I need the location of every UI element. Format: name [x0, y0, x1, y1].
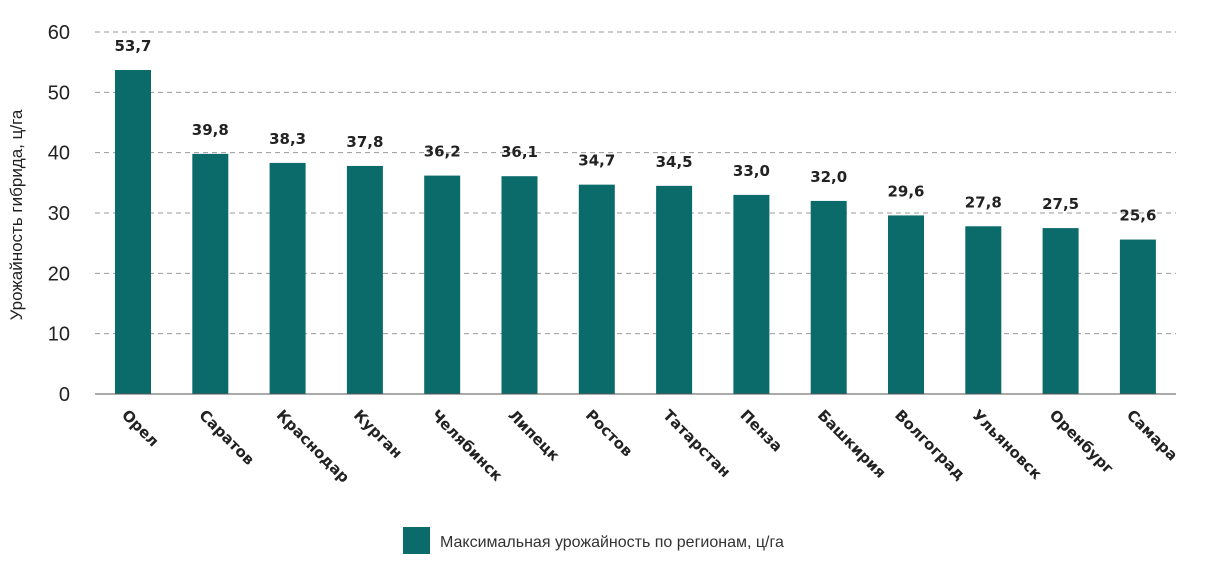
y-tick-label: 60	[48, 22, 70, 44]
bar	[501, 176, 538, 394]
value-labels: 53,7 39,8 38,3 37,8 36,2 36,1 34,7 34,5 33,0 32,0…	[114, 37, 1156, 225]
category-label: Курган	[350, 406, 406, 462]
bar	[888, 215, 924, 394]
y-axis-label: Урожайность гибрида, ц/га	[7, 109, 26, 320]
y-axis-ticks: 0 10 20 30 40 50 60	[48, 22, 70, 406]
category-label: Краснодар	[273, 406, 354, 487]
category-label: Башкирия	[814, 406, 890, 482]
category-label: Ульяновск	[968, 406, 1045, 483]
value-label: 38,3	[269, 130, 306, 148]
legend: Максимальная урожайность по регионам, ц/…	[403, 527, 784, 554]
bar	[115, 70, 151, 394]
category-label: Волгоград	[891, 406, 969, 484]
bar	[269, 162, 306, 394]
bar	[965, 226, 1002, 394]
bar	[810, 200, 847, 394]
bar	[1119, 239, 1156, 394]
value-label: 32,0	[810, 168, 847, 186]
grid-lines	[95, 31, 1176, 335]
bar	[346, 165, 383, 394]
category-label: Саратов	[195, 406, 258, 469]
value-label: 27,8	[965, 193, 1002, 211]
bar	[656, 185, 693, 394]
y-tick-label: 50	[48, 82, 70, 104]
category-label: Челябинск	[427, 406, 506, 485]
value-label: 36,1	[501, 143, 538, 161]
value-label: 29,6	[887, 182, 924, 200]
bar	[192, 153, 229, 394]
bar	[1042, 228, 1079, 394]
category-label: Татарстан	[659, 406, 734, 481]
value-label: 37,8	[346, 133, 383, 151]
category-label: Липецк	[505, 406, 564, 465]
value-label: 34,5	[656, 153, 693, 171]
legend-label: Максимальная урожайность по регионам, ц/…	[440, 534, 784, 551]
value-label: 39,8	[192, 121, 229, 139]
category-label: Оренбург	[1046, 406, 1117, 477]
y-tick-label: 20	[48, 263, 70, 285]
value-label: 27,5	[1042, 195, 1079, 213]
bars	[115, 70, 1156, 394]
y-tick-label: 10	[48, 324, 70, 346]
y-tick-label: 0	[59, 384, 70, 406]
category-label: Ростов	[582, 406, 636, 460]
value-label: 25,6	[1119, 207, 1156, 225]
bar	[578, 184, 615, 394]
category-label: Пенза	[737, 406, 786, 455]
value-label: 33,0	[733, 162, 770, 180]
y-tick-label: 30	[48, 203, 70, 225]
value-label: 53,7	[114, 37, 151, 55]
category-label: Самара	[1123, 406, 1181, 464]
bar	[424, 175, 461, 394]
category-label: Орел	[118, 406, 162, 450]
value-label: 36,2	[424, 143, 461, 161]
y-tick-label: 40	[48, 143, 70, 165]
value-label: 34,7	[578, 152, 615, 170]
legend-swatch	[403, 527, 430, 554]
bar	[733, 194, 770, 394]
